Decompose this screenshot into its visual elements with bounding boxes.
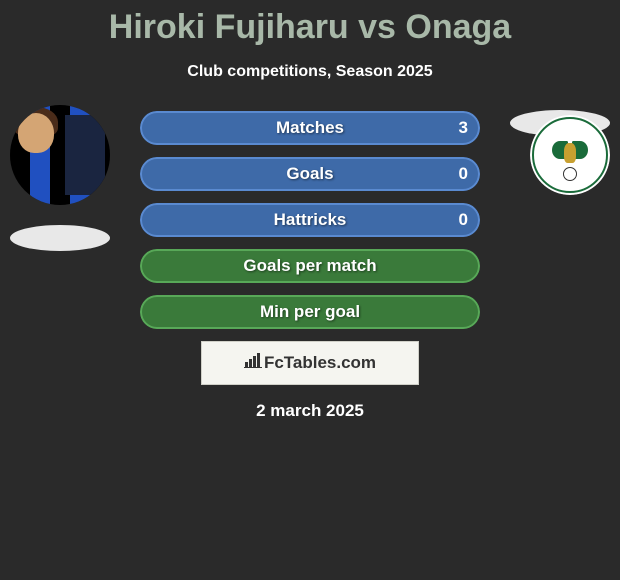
date-label: 2 march 2025: [0, 401, 620, 421]
stats-area: Matches 3 Goals 0 Hattricks 0 Goals per match M…: [0, 111, 620, 421]
stat-bar: Min per goal: [140, 295, 480, 329]
stat-label: Min per goal: [260, 302, 360, 322]
watermark-text: FcTables.com: [264, 353, 376, 373]
stat-right-value: 0: [459, 164, 468, 184]
bar-chart-icon: [244, 353, 262, 373]
page-title: Hiroki Fujiharu vs Onaga: [0, 0, 620, 47]
subtitle: Club competitions, Season 2025: [0, 63, 620, 81]
stat-label: Hattricks: [274, 210, 347, 230]
watermark-badge: FcTables.com: [201, 341, 419, 385]
stat-right-value: 0: [459, 210, 468, 230]
stat-label: Goals per match: [243, 256, 376, 276]
stat-label: Goals: [286, 164, 333, 184]
bars-container: Matches 3 Goals 0 Hattricks 0 Goals per match M…: [140, 111, 480, 329]
stat-bar: Hattricks 0: [140, 203, 480, 237]
stat-label: Matches: [276, 118, 344, 138]
stat-bar: Goals per match: [140, 249, 480, 283]
stat-bar: Matches 3: [140, 111, 480, 145]
stat-right-value: 3: [459, 118, 468, 138]
stat-bar: Goals 0: [140, 157, 480, 191]
